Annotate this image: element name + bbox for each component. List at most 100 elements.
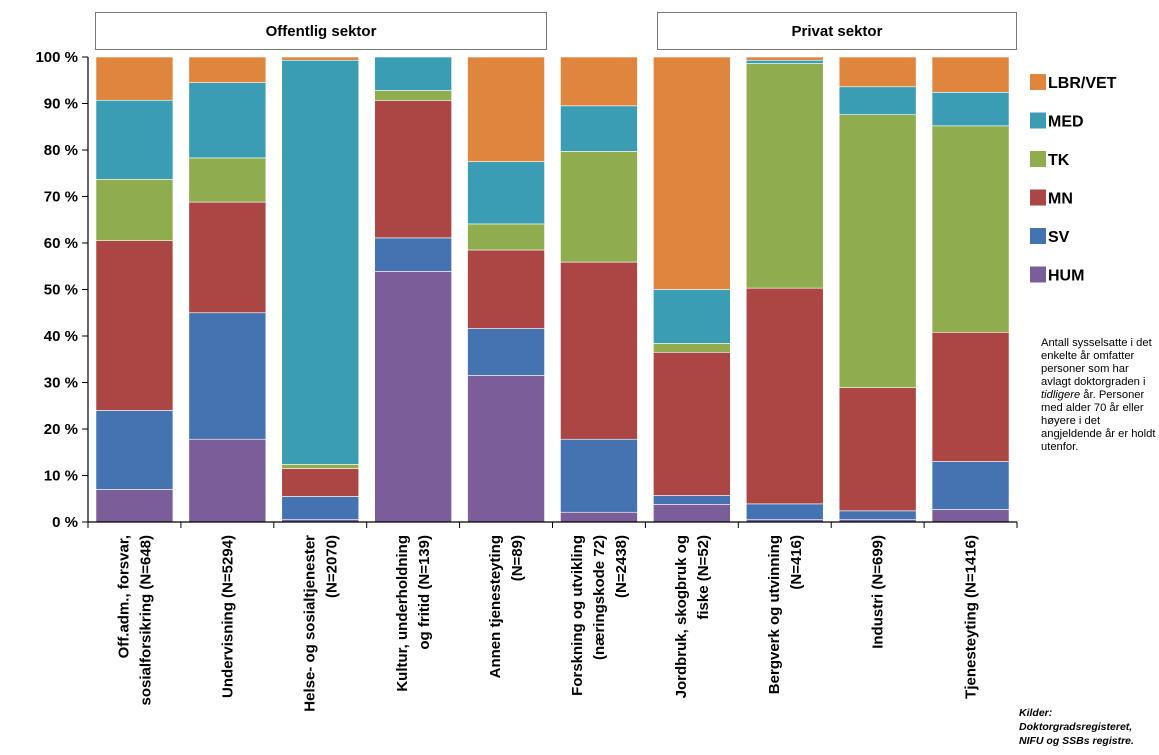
- x-category-labels: Off.adm., forsvar, sosialforsikring (N=64…: [115, 535, 979, 712]
- y-tick-label: 20 %: [44, 421, 78, 438]
- bar-segment: [95, 489, 174, 523]
- bar-segment: [467, 375, 545, 523]
- bar-segment: [188, 312, 267, 440]
- y-tick-label: 30 %: [44, 375, 78, 392]
- bar-segment: [560, 261, 638, 440]
- x-category-label: Annen tjenesteyting (N=89): [487, 535, 526, 678]
- legend-label: LBR/VET: [1048, 75, 1117, 92]
- bar-segment: [838, 510, 917, 520]
- bar-segment: [188, 82, 267, 159]
- bar-stack: [931, 56, 1010, 523]
- legend-label: HUM: [1048, 268, 1084, 285]
- bar-segment: [838, 387, 917, 512]
- legend-label: MED: [1048, 114, 1084, 131]
- bar-segment: [467, 249, 545, 329]
- bar-segment: [560, 438, 638, 513]
- x-category-label: Forskning og utvikling (næringskode 72) (N…: [569, 535, 630, 696]
- legend-label: TK: [1048, 152, 1070, 169]
- bar-segment: [745, 56, 824, 61]
- bar-segment: [560, 56, 638, 107]
- bar-segment: [745, 63, 824, 289]
- bar-segment: [95, 410, 174, 490]
- bar-segment: [653, 495, 731, 505]
- bar-segment: [188, 438, 267, 523]
- x-category-label-line: Bergverk og utvinning: [766, 535, 783, 694]
- bar-segment: [281, 496, 360, 520]
- bar-segment: [653, 289, 731, 344]
- source-line-3: NIFU og SSBs registre.: [1019, 735, 1134, 747]
- x-category-label: Undervisning (N=5294): [219, 535, 236, 698]
- bar-segment: [467, 328, 545, 376]
- x-category-label: Jordbruk, skogbruk og fiske (N=52): [673, 535, 712, 698]
- y-tick-label: 70 %: [44, 189, 78, 206]
- bar-segment: [374, 271, 452, 523]
- bar-segment: [281, 468, 360, 497]
- bar-segment: [467, 56, 545, 162]
- x-category-label-line: Kultur, underholdning: [394, 535, 411, 692]
- legend: LBR/VET MED TK MN SV HUM: [1030, 74, 1117, 285]
- bar-stack: [188, 56, 267, 523]
- source-note: Kilder: Doktorgradsregisteret, NIFU og S…: [1019, 706, 1159, 748]
- bar-stack: [374, 56, 452, 523]
- legend-swatch: [1030, 228, 1046, 244]
- bar-segment: [931, 56, 1010, 93]
- bar-segment: [838, 56, 917, 88]
- legend-swatch: [1030, 266, 1046, 283]
- bar-segment: [745, 503, 824, 520]
- footnote-part2: år. Personer med alder 70 år eller høyer…: [1041, 389, 1156, 453]
- bar-segment: [95, 99, 174, 180]
- y-tick-labels: 0 % 10 % 20 % 30 % 40 % 50 % 60 % 70 % 80 % 90 % 1…: [35, 49, 78, 531]
- x-category-label-line: Forskning og utvikling: [569, 535, 586, 696]
- bar-segment: [188, 201, 267, 314]
- x-category-label-line: Annen tjenesteyting: [487, 535, 504, 678]
- bar-segment: [374, 100, 452, 239]
- bar-segment: [745, 287, 824, 505]
- source-line-2: Doktorgradsregisteret,: [1019, 721, 1133, 733]
- bar-segment: [374, 237, 452, 272]
- sector-label-private: Privat sektor: [657, 12, 1017, 50]
- x-category-label: Helse- og sosialtjenester (N=2070): [301, 535, 340, 712]
- bar-stack: [560, 56, 638, 523]
- bar-segment: [560, 105, 638, 152]
- bar-segment: [188, 157, 267, 203]
- bar-segment: [467, 161, 545, 225]
- bar-stack: [95, 56, 174, 523]
- x-category-label: Tjenesteyting (N=1416): [963, 535, 980, 699]
- bar-stacks: [95, 56, 1010, 523]
- x-category-label-line: (N=2438): [613, 535, 630, 598]
- y-tick-label: 0 %: [52, 514, 78, 531]
- y-tick-label: 10 %: [44, 468, 78, 485]
- x-category-label: Industri (N=699): [870, 535, 887, 649]
- bar-segment: [281, 464, 360, 469]
- x-category-label-line: (N=416): [788, 535, 805, 590]
- x-category-label: Kultur, underholdning og fritid (N=139): [394, 535, 433, 692]
- x-category-label-line: Jordbruk, skogbruk og: [673, 535, 690, 698]
- x-category-label-line: (næringskode 72): [591, 535, 608, 660]
- y-tick-label: 80 %: [44, 142, 78, 159]
- legend-label: MN: [1048, 191, 1073, 208]
- bar-segment: [281, 59, 360, 465]
- bar-segment: [931, 92, 1010, 127]
- y-tick-label: 100 %: [35, 49, 78, 66]
- bar-segment: [95, 56, 174, 101]
- bar-segment: [931, 461, 1010, 510]
- legend-label: SV: [1048, 229, 1070, 246]
- footnote-part1: Antall sysselsatte i det enkelte år omfa…: [1041, 337, 1152, 388]
- bar-segment: [653, 56, 731, 290]
- bar-segment: [560, 511, 638, 523]
- x-category-label-line: Industri (N=699): [870, 535, 887, 649]
- bar-segment: [653, 504, 731, 523]
- legend-swatch: [1030, 74, 1046, 90]
- y-tick-label: 90 %: [44, 96, 78, 113]
- x-category-label-line: fiske (N=52): [695, 535, 712, 620]
- bar-segment: [931, 125, 1010, 333]
- y-axis-grid: [82, 56, 88, 523]
- bar-stack: [838, 56, 917, 523]
- bar-segment: [560, 151, 638, 263]
- x-category-label: Bergverk og utvinning (N=416): [766, 535, 805, 694]
- bar-segment: [745, 59, 824, 64]
- legend-swatch: [1030, 112, 1046, 129]
- legend-swatch: [1030, 189, 1046, 206]
- bar-segment: [838, 86, 917, 115]
